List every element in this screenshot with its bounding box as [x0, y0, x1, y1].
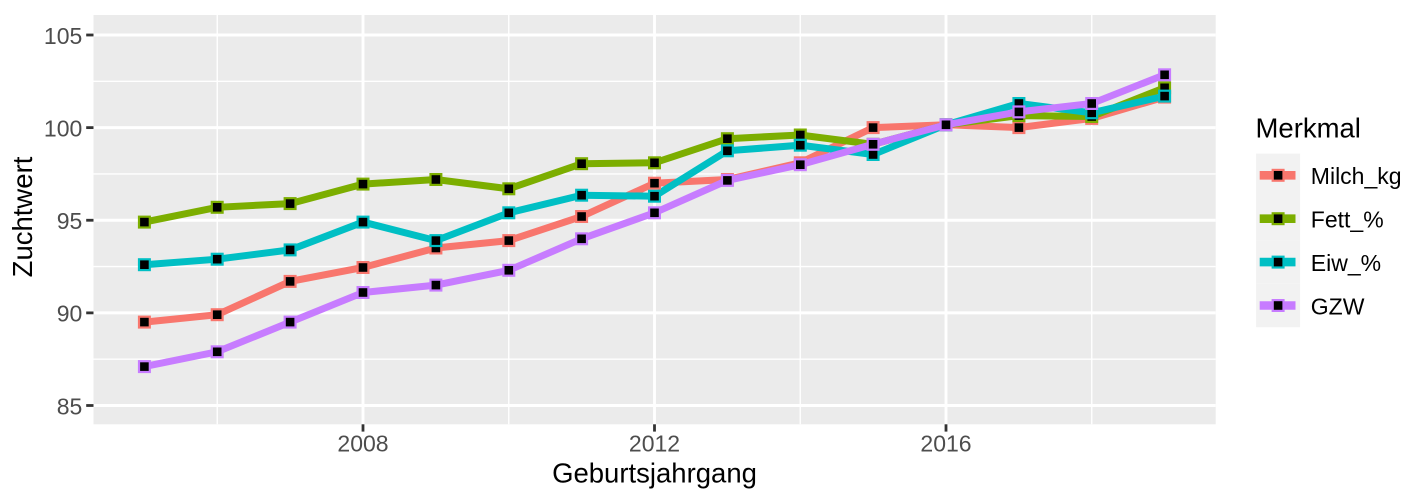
svg-text:85: 85	[57, 393, 83, 419]
svg-text:Zuchtwert: Zuchtwert	[7, 156, 38, 277]
svg-text:Milch_kg: Milch_kg	[1311, 163, 1402, 189]
svg-text:Merkmal: Merkmal	[1256, 112, 1361, 143]
svg-text:90: 90	[57, 301, 83, 327]
svg-text:2008: 2008	[337, 431, 388, 457]
svg-text:2012: 2012	[629, 431, 680, 457]
svg-text:95: 95	[57, 208, 83, 234]
svg-text:100: 100	[44, 115, 82, 141]
svg-text:Eiw_%: Eiw_%	[1311, 250, 1381, 276]
svg-text:Fett_%: Fett_%	[1311, 207, 1384, 233]
svg-text:105: 105	[44, 23, 82, 49]
svg-text:GZW: GZW	[1311, 293, 1365, 319]
svg-text:Geburtsjahrgang: Geburtsjahrgang	[552, 458, 757, 489]
svg-text:2016: 2016	[920, 431, 971, 457]
